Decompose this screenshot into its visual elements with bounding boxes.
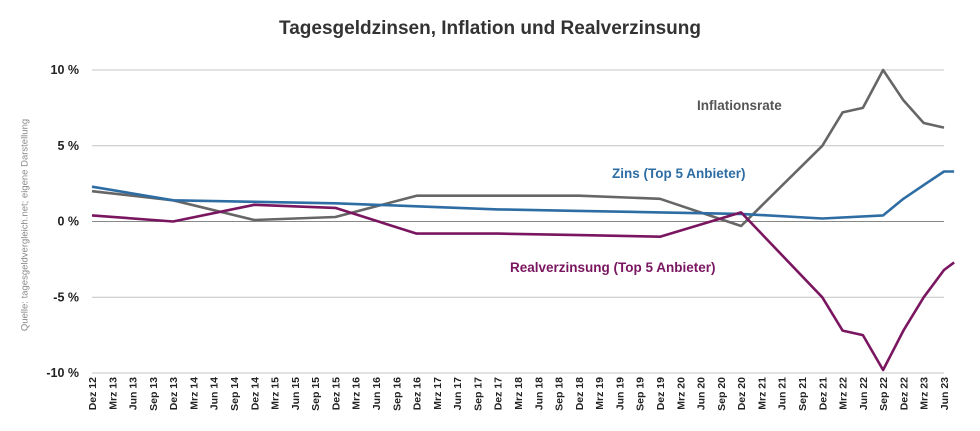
x-tick-label: Mrz 16	[351, 377, 363, 410]
x-tick-label: Sep 19	[635, 377, 647, 411]
zins-line	[91, 170, 955, 220]
x-tick-label: Mrz 23	[919, 377, 931, 410]
y-tick-label: 0 %	[57, 215, 79, 229]
x-tick-label: Dez 14	[249, 377, 261, 410]
x-tick-label: Jun 21	[777, 377, 789, 410]
y-tick-label: 5 %	[57, 139, 79, 153]
x-tick-label: Mrz 18	[513, 377, 525, 410]
x-tick-label: Dez 13	[168, 377, 180, 410]
x-tick-label: Jun 14	[209, 377, 221, 410]
x-tick-label: Sep 21	[797, 377, 809, 411]
x-tick-label: Jun 15	[290, 377, 302, 410]
y-tick-label: -5 %	[53, 290, 79, 304]
x-tick-label: Jun 18	[533, 377, 545, 410]
x-tick-label: Dez 15	[330, 377, 342, 410]
x-tick-label: Mrz 22	[838, 377, 850, 410]
series-label-inflation: Inflationsrate	[697, 98, 782, 113]
x-tick-label: Dez 20	[736, 377, 748, 410]
x-tick-label: Jun 13	[128, 377, 140, 410]
chart-title: Tagesgeldzinsen, Inflation und Realverzi…	[279, 18, 701, 39]
x-tick-label: Mrz 17	[432, 377, 444, 410]
x-tick-label: Sep 16	[391, 377, 403, 411]
x-tick-label: Dez 22	[898, 377, 910, 410]
x-tick-label: Sep 18	[554, 377, 566, 411]
x-tick-label: Dez 12	[87, 377, 99, 410]
x-tick-label: Sep 15	[310, 377, 322, 411]
x-tick-label: Jun 20	[696, 377, 708, 410]
x-tick-label: Jun 23	[939, 377, 951, 410]
x-tick-label: Dez 19	[655, 377, 667, 410]
x-tick-label: Dez 18	[574, 377, 586, 410]
series-label-zins: Zins (Top 5 Anbieter)	[612, 166, 746, 181]
inflationsrate-line	[91, 68, 945, 228]
x-tick-label: Jun 16	[371, 377, 383, 410]
x-tick-label: Mrz 21	[756, 377, 768, 410]
x-tick-label: Mrz 20	[675, 377, 687, 410]
y-tick-label: 10 %	[51, 63, 80, 77]
x-tick-label: Dez 21	[817, 377, 829, 410]
x-tick-label: Sep 14	[229, 377, 241, 411]
y-tick-label: -10 %	[46, 366, 79, 380]
realverzinsung-line	[91, 203, 955, 372]
series-label-realverzinsung: Realverzinsung (Top 5 Anbieter)	[510, 260, 716, 275]
x-tick-label: Mrz 15	[270, 377, 282, 410]
x-tick-label: Sep 22	[878, 377, 890, 411]
x-tick-label: Dez 17	[493, 377, 505, 410]
x-tick-label: Jun 17	[452, 377, 464, 410]
x-tick-label: Mrz 13	[107, 377, 119, 410]
x-tick-label: Mrz 19	[594, 377, 606, 410]
x-tick-label: Jun 22	[858, 377, 870, 410]
x-tick-label: Sep 13	[148, 377, 160, 411]
x-tick-label: Sep 17	[472, 377, 484, 411]
x-tick-label: Mrz 14	[188, 377, 200, 410]
x-tick-label: Sep 20	[716, 377, 728, 411]
x-tick-label: Jun 19	[614, 377, 626, 410]
x-tick-label: Dez 16	[412, 377, 424, 410]
